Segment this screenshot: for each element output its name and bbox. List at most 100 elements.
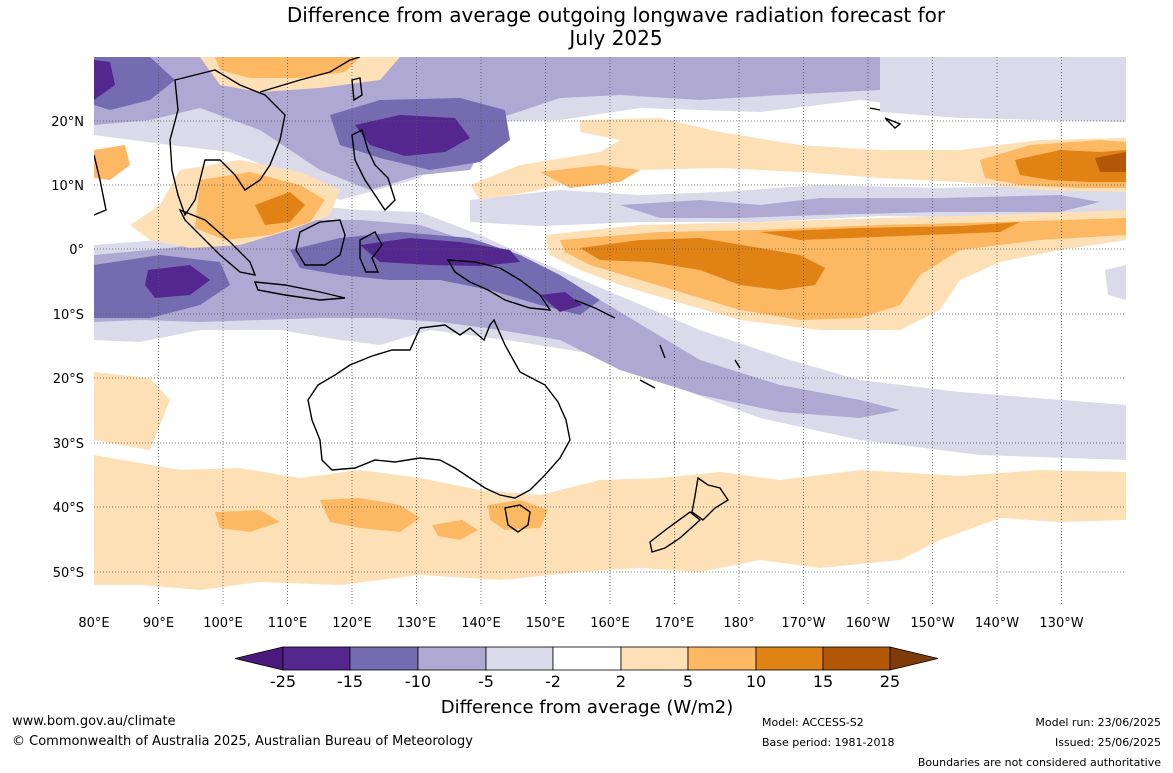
boundaries-disclaimer: Boundaries are not considered authoritat… <box>917 756 1161 769</box>
longitude-label: 130°E <box>397 616 437 631</box>
longitude-label: 170°W <box>781 616 825 631</box>
colour-bar-extend-low <box>234 646 284 671</box>
latitude-label: 20°N <box>51 115 84 130</box>
colour-bar-tick-label: -25 <box>270 672 296 691</box>
maritime-continent-neg5 <box>94 220 900 418</box>
latitude-label: 10°S <box>53 308 84 323</box>
philippines-coastline <box>351 129 396 212</box>
india-coast <box>94 154 107 216</box>
new-guinea-coastline <box>446 259 552 311</box>
nw-corner-neg10 <box>94 57 175 110</box>
solomon-neg15 <box>540 292 582 312</box>
colour-bar-segment <box>485 646 554 671</box>
sulawesi-coastline <box>359 231 383 273</box>
southern-ocean-pos5-central <box>320 498 420 532</box>
issued-date: Issued: 25/06/2025 <box>1054 736 1161 749</box>
west-australia-pos2 <box>94 372 170 450</box>
map-title: Difference from average outgoing longwav… <box>0 4 1173 50</box>
website-link[interactable]: www.bom.gov.au/climate <box>12 714 176 729</box>
footer-run-info: Model run: 23/06/2025 Issued: 25/06/2025… <box>918 713 1161 773</box>
new-zealand-south-coastline <box>649 511 702 553</box>
colour-bar-segment <box>282 646 351 671</box>
base-period: Base period: 1981-2018 <box>762 736 895 749</box>
longitude-label: 140°E <box>461 616 501 631</box>
dateline-pos10-strip <box>760 222 1020 240</box>
map-title-line2: July 2025 <box>569 26 663 50</box>
colour-bar-tick-label: -15 <box>337 672 363 691</box>
indochina-coastline <box>169 69 286 217</box>
latitude-label: 10°N <box>51 179 84 194</box>
colour-bar-tick-label: -2 <box>545 672 561 691</box>
colour-bar-tick-label: 25 <box>880 672 900 691</box>
longitude-label: 120°E <box>332 616 372 631</box>
tasmania-coastline <box>504 504 531 533</box>
longitude-label: 160°E <box>590 616 630 631</box>
map-title-line1: Difference from average outgoing longwav… <box>286 3 946 27</box>
sumatra-coastline <box>178 208 257 276</box>
vanuatu-new-caledonia <box>639 344 741 389</box>
taiwan-coastline <box>351 77 363 102</box>
colour-bar-tick-label: 15 <box>813 672 833 691</box>
philippine-sea-neg15 <box>355 115 470 156</box>
footer-left: www.bom.gov.au/climate © Commonwealth of… <box>12 712 473 752</box>
longitude-label: 100°E <box>203 616 243 631</box>
latitude-label: 30°S <box>53 437 84 452</box>
nw-pacific-pos2 <box>470 118 1126 200</box>
colour-bar-segment <box>417 646 487 671</box>
ne-pacific-pos15 <box>1095 152 1126 172</box>
nw-pacific-pos5 <box>540 165 640 188</box>
longitude-label: 80°E <box>78 616 109 631</box>
equatorial-pacific-pos10 <box>580 238 825 290</box>
longitude-labels: 80°E 90°E 100°E 110°E 120°E 130°E 140°E 150°E 16… <box>78 616 1083 631</box>
colour-bar-title: Difference from average (W/m2) <box>441 697 733 718</box>
colour-bar-tick-label: -5 <box>478 672 494 691</box>
bay-of-bengal-pos5 <box>94 145 130 180</box>
model-run-date: Model run: 23/06/2025 <box>1035 716 1161 729</box>
colour-bar-tick-label: -10 <box>405 672 431 691</box>
longitude-label: 90°E <box>143 616 174 631</box>
longitude-label: 110°E <box>268 616 308 631</box>
nw-corner-neg15 <box>94 60 115 100</box>
northern-pos5 <box>215 57 360 78</box>
footer-model-info: Model: ACCESS-S2 Base period: 1981-2018 <box>762 713 894 753</box>
coastlines <box>94 57 902 553</box>
south-china-sea-pos10 <box>255 192 305 225</box>
longitude-label: 130°W <box>1039 616 1083 631</box>
indian-ocean-neg15 <box>145 265 210 298</box>
hawaii-islands <box>869 107 902 129</box>
graticule <box>94 57 1126 605</box>
latitude-label: 20°S <box>53 372 84 387</box>
png-neg15 <box>360 238 520 266</box>
latitude-label: 50°S <box>53 566 84 581</box>
southern-ocean-pos5-tasmania <box>488 500 548 530</box>
longitude-label: 160°W <box>846 616 890 631</box>
eq-north-band-neg5 <box>620 195 1100 218</box>
borneo-coastline <box>295 219 346 266</box>
model-name: Model: ACCESS-S2 <box>762 716 864 729</box>
longitude-label: 180° <box>723 616 754 631</box>
colour-bar-segment <box>552 646 622 671</box>
longitude-label: 150°E <box>526 616 566 631</box>
solomon-islands <box>574 299 616 319</box>
latitude-labels: 20°N 10°N 0° 10°S 20°S 30°S 40°S 50°S <box>51 115 84 581</box>
east-pacific-neg2 <box>880 95 1126 122</box>
longitude-label: 170°E <box>655 616 695 631</box>
new-zealand-north-coastline <box>691 476 729 521</box>
se-edge-neg2 <box>1105 265 1126 300</box>
colour-bar-extend-high <box>889 646 939 671</box>
latitude-label: 40°S <box>53 501 84 516</box>
china-coast <box>259 57 361 93</box>
southern-ocean-pos5-west <box>215 510 280 532</box>
southern-ocean-pos5-east <box>432 520 478 540</box>
colour-bar-segment <box>620 646 689 671</box>
copyright-text: © Commonwealth of Australia 2025, Austra… <box>12 734 473 749</box>
colour-bar-segment <box>755 646 824 671</box>
colour-bar-segment <box>349 646 419 671</box>
png-neg10 <box>290 232 600 315</box>
colour-bar-segment <box>687 646 757 671</box>
australia-coastline <box>307 318 571 499</box>
colour-bar-segment <box>822 646 891 671</box>
colour-bar-tick-label: 2 <box>616 672 626 691</box>
longitude-label: 140°W <box>975 616 1019 631</box>
